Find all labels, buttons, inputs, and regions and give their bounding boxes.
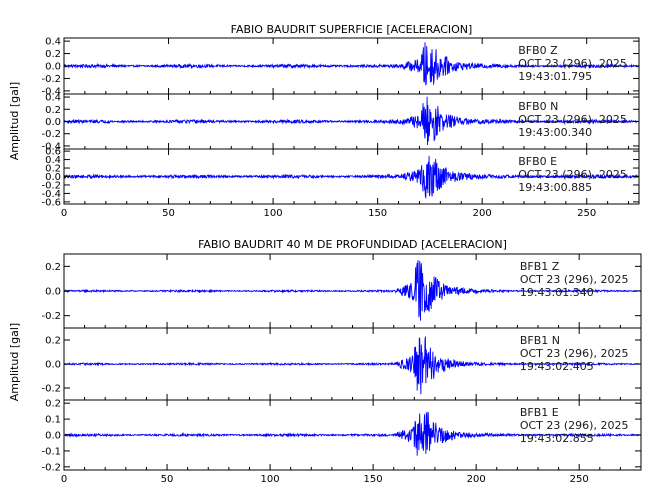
time-label: 19:43:02.855	[520, 432, 594, 445]
y-tick-label: 0.4	[45, 37, 61, 48]
y-tick-label: 0.2	[45, 262, 61, 273]
waveform-trace	[63, 411, 642, 456]
date-label: OCT 23 (296), 2025	[518, 168, 627, 181]
y-tick-label: -0.2	[41, 129, 61, 140]
x-tick-label: 250	[570, 474, 589, 485]
station-label: BFB1 E	[520, 406, 559, 419]
x-tick-label: 150	[368, 208, 387, 219]
station-label: BFB0 Z	[518, 44, 558, 57]
y-tick-label: 0.0	[45, 287, 61, 298]
depth-section: FABIO BAUDRIT 40 M DE PROFUNDIDAD [ACELE…	[8, 238, 642, 485]
y-tick-label: -0.4	[41, 86, 61, 97]
time-label: 19:43:00.885	[518, 181, 592, 194]
x-tick-label: 0	[61, 208, 67, 219]
date-label: OCT 23 (296), 2025	[520, 347, 629, 360]
time-label: 19:43:02.405	[520, 360, 594, 373]
y-tick-label: 0.0	[45, 117, 61, 128]
x-tick-label: 200	[467, 474, 486, 485]
waveform-trace	[63, 96, 640, 146]
section-title: FABIO BAUDRIT 40 M DE PROFUNDIDAD [ACELE…	[198, 238, 507, 251]
y-tick-label: 0.2	[45, 49, 61, 60]
x-tick-label: 100	[261, 474, 280, 485]
date-label: OCT 23 (296), 2025	[520, 419, 629, 432]
y-tick-label: -0.2	[41, 462, 61, 473]
y-tick-label: 0.1	[45, 415, 61, 426]
y-tick-label: 0.0	[45, 172, 61, 183]
time-label: 19:43:00.340	[518, 126, 592, 139]
time-label: 19:43:01.340	[520, 286, 594, 299]
y-tick-label: -0.6	[41, 197, 61, 208]
y-tick-label: 0.0	[45, 360, 61, 371]
y-tick-label: 0.4	[45, 93, 61, 104]
station-label: BFB1 N	[520, 334, 560, 347]
x-tick-label: 150	[364, 474, 383, 485]
y-tick-label: 0.0	[45, 431, 61, 442]
y-tick-label: 0.4	[45, 155, 61, 166]
x-tick-label: 200	[473, 208, 492, 219]
waveform-trace	[63, 155, 640, 199]
x-tick-label: 100	[264, 208, 283, 219]
y-tick-label: 0.2	[45, 399, 61, 410]
y-tick-label: 0.2	[45, 105, 61, 116]
waveform-trace	[63, 42, 640, 86]
x-tick-label: 50	[162, 208, 175, 219]
y-tick-label: -0.4	[41, 141, 61, 152]
x-tick-label: 0	[61, 474, 67, 485]
x-tick-label: 50	[161, 474, 174, 485]
y-tick-label: 0.2	[45, 164, 61, 175]
waveform-trace	[63, 260, 642, 321]
y-tick-label: -0.2	[41, 311, 61, 322]
x-tick-label: 250	[577, 208, 596, 219]
y-axis-label: Amplitud [gal]	[8, 82, 21, 160]
y-axis-label: Amplitud [gal]	[8, 323, 21, 401]
station-label: BFB1 Z	[520, 260, 560, 273]
date-label: OCT 23 (296), 2025	[518, 113, 627, 126]
station-label: BFB0 N	[518, 100, 558, 113]
section-title: FABIO BAUDRIT SUPERFICIE [ACELERACION]	[231, 23, 473, 36]
date-label: OCT 23 (296), 2025	[520, 273, 629, 286]
y-tick-label: -0.2	[41, 180, 61, 191]
time-label: 19:43:01.795	[518, 70, 592, 83]
y-tick-label: -0.1	[41, 446, 61, 457]
y-tick-label: 0.0	[45, 62, 61, 73]
y-tick-label: 0.2	[45, 336, 61, 347]
y-tick-label: 0.6	[45, 147, 61, 158]
y-tick-label: -0.4	[41, 189, 61, 200]
waveform-trace	[63, 336, 642, 395]
y-tick-label: -0.2	[41, 384, 61, 395]
date-label: OCT 23 (296), 2025	[518, 57, 627, 70]
station-label: BFB0 E	[518, 155, 557, 168]
surface-section: FABIO BAUDRIT SUPERFICIE [ACELERACION] Am…	[8, 23, 640, 219]
y-tick-label: -0.2	[41, 74, 61, 85]
